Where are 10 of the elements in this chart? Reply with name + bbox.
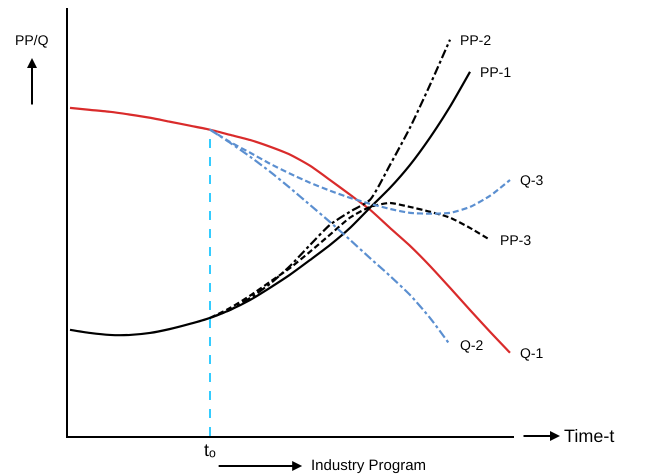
series-label: PP-3: [500, 232, 532, 248]
series-label: Q-2: [460, 337, 484, 353]
series-label: PP-1: [480, 64, 512, 80]
text: tₒ: [204, 440, 216, 460]
text: Industry Program: [311, 457, 426, 474]
series-label: Q-1: [520, 345, 544, 361]
y-axis-title: PP/Q: [15, 32, 49, 48]
series-label: Q-3: [520, 172, 544, 188]
x-axis-title: Time-t: [564, 426, 614, 446]
series-label: PP-2: [460, 32, 492, 48]
